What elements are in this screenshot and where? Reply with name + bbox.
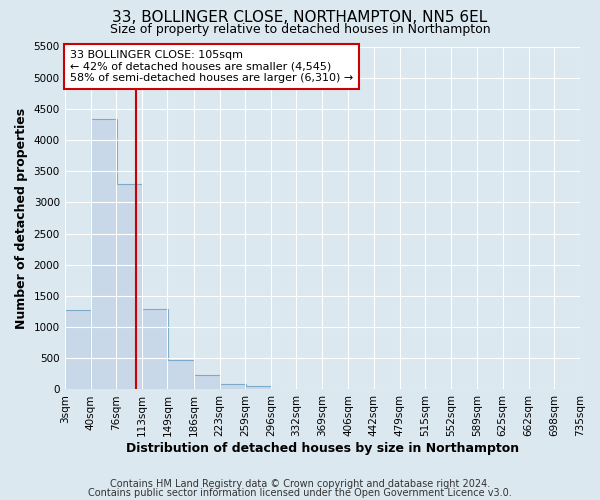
Bar [193,375,220,390]
Text: Contains public sector information licensed under the Open Government Licence v3: Contains public sector information licen… [88,488,512,498]
Bar [245,386,271,390]
Bar [65,310,91,390]
Bar [167,360,194,390]
Bar [142,309,168,390]
Bar [91,120,117,390]
Text: 33 BOLLINGER CLOSE: 105sqm
← 42% of detached houses are smaller (4,545)
58% of s: 33 BOLLINGER CLOSE: 105sqm ← 42% of deta… [70,50,353,83]
Text: Size of property relative to detached houses in Northampton: Size of property relative to detached ho… [110,22,490,36]
Y-axis label: Number of detached properties: Number of detached properties [15,108,28,328]
Bar [220,384,245,390]
X-axis label: Distribution of detached houses by size in Northampton: Distribution of detached houses by size … [126,442,519,455]
Bar [116,184,142,390]
Text: Contains HM Land Registry data © Crown copyright and database right 2024.: Contains HM Land Registry data © Crown c… [110,479,490,489]
Text: 33, BOLLINGER CLOSE, NORTHAMPTON, NN5 6EL: 33, BOLLINGER CLOSE, NORTHAMPTON, NN5 6E… [112,10,488,25]
